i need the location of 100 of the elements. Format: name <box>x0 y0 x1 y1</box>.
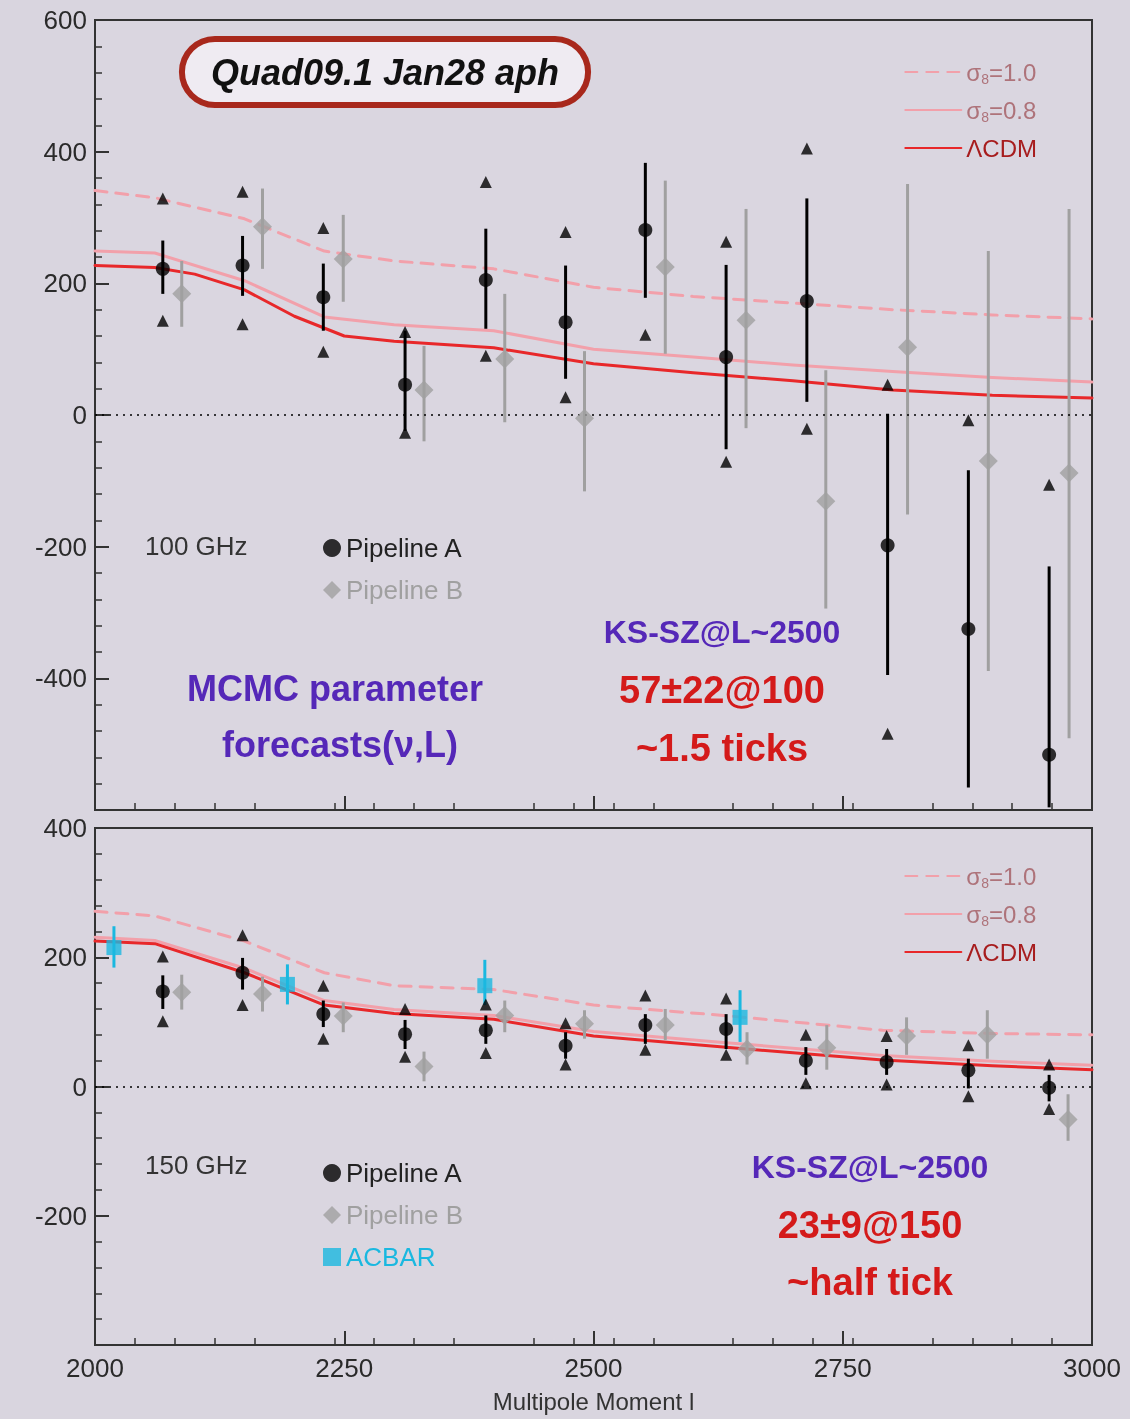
point <box>800 142 813 155</box>
point <box>881 378 894 391</box>
point <box>1058 1109 1078 1129</box>
x-tick-label: 2000 <box>66 1353 124 1383</box>
point <box>962 414 975 427</box>
point <box>639 328 652 341</box>
point <box>1043 478 1056 491</box>
point <box>317 345 330 358</box>
point <box>880 1030 893 1043</box>
point <box>879 1054 894 1069</box>
point <box>106 940 122 956</box>
point <box>575 1014 595 1034</box>
point <box>155 261 170 276</box>
point <box>317 222 330 235</box>
point <box>479 175 492 188</box>
line-series <box>93 249 1094 384</box>
point <box>399 1002 412 1015</box>
point <box>316 290 331 305</box>
point <box>236 999 249 1012</box>
point <box>880 538 895 553</box>
point <box>559 1058 572 1071</box>
x-axis-title: Multipole Moment l <box>492 1387 695 1415</box>
point <box>638 223 653 237</box>
point <box>1042 747 1057 762</box>
point <box>737 1039 757 1059</box>
point <box>317 979 330 992</box>
point <box>880 1078 893 1091</box>
point <box>236 318 249 331</box>
point <box>720 455 733 468</box>
point <box>235 965 250 980</box>
point <box>961 1063 976 1078</box>
point <box>800 422 813 435</box>
y-tick-label: -200 <box>34 1200 87 1231</box>
annotation: ~1.5 ticks <box>635 727 809 769</box>
point <box>399 326 412 339</box>
line-series <box>93 264 1094 400</box>
point <box>558 1038 573 1053</box>
point <box>236 185 249 198</box>
point <box>156 1015 169 1028</box>
point <box>398 1027 413 1042</box>
point <box>236 929 249 942</box>
point <box>962 1039 975 1052</box>
point <box>799 1028 812 1041</box>
point <box>719 350 734 365</box>
point <box>639 1043 652 1056</box>
point <box>1043 1058 1056 1071</box>
point <box>495 1005 515 1025</box>
line-series <box>93 189 1094 321</box>
y-tick-label: 400 <box>43 136 87 167</box>
x-tick-label: 3000 <box>1063 1353 1121 1383</box>
point <box>978 451 998 471</box>
point <box>479 349 492 362</box>
y-tick-label: 0 <box>72 400 87 430</box>
point <box>414 1056 434 1076</box>
point <box>798 1053 813 1068</box>
point <box>399 1050 412 1063</box>
x-tick-label: 2500 <box>564 1353 623 1383</box>
point <box>316 1007 331 1022</box>
point <box>156 314 169 327</box>
point <box>1043 1103 1056 1116</box>
legend-label: ΛCDM <box>966 938 1037 966</box>
point <box>317 1032 330 1045</box>
point <box>817 1038 837 1058</box>
legend-title: 150 GHz <box>145 1150 248 1180</box>
point <box>253 217 272 237</box>
legend-title: 100 GHz <box>145 531 248 561</box>
legend-label: Pipeline B <box>346 1200 464 1230</box>
point <box>559 225 572 238</box>
point <box>816 491 836 511</box>
point <box>495 349 515 369</box>
legend-label: Pipeline A <box>346 1158 463 1188</box>
legend-label: ACBAR <box>346 1242 436 1272</box>
x-tick-label: 2250 <box>315 1353 374 1383</box>
point <box>156 950 169 963</box>
point <box>156 192 169 205</box>
y-tick-label: 0 <box>72 1071 87 1102</box>
point <box>155 984 170 999</box>
point <box>720 992 733 1005</box>
annotation: 23±9@150 <box>777 1204 963 1246</box>
point <box>479 998 492 1011</box>
annotation: Quad09.1 Jan28 aph <box>210 51 560 93</box>
point <box>279 976 295 992</box>
annotation: ~half tick <box>787 1261 954 1303</box>
point <box>655 257 675 277</box>
y-tick-label: -400 <box>34 663 87 694</box>
point <box>559 391 572 404</box>
legend-label: Pipeline A <box>346 533 463 563</box>
point <box>655 1015 675 1035</box>
point <box>478 1023 493 1038</box>
legend-label: Pipeline B <box>346 575 464 605</box>
point <box>799 294 814 309</box>
point <box>736 310 756 330</box>
y-tick-label: 600 <box>43 5 87 35</box>
point <box>172 982 192 1002</box>
x-tick-label: 2750 <box>813 1353 872 1383</box>
y-tick-label: 200 <box>43 942 87 973</box>
point <box>897 1026 917 1046</box>
point <box>478 273 493 288</box>
point <box>235 258 250 273</box>
point <box>719 1021 734 1036</box>
